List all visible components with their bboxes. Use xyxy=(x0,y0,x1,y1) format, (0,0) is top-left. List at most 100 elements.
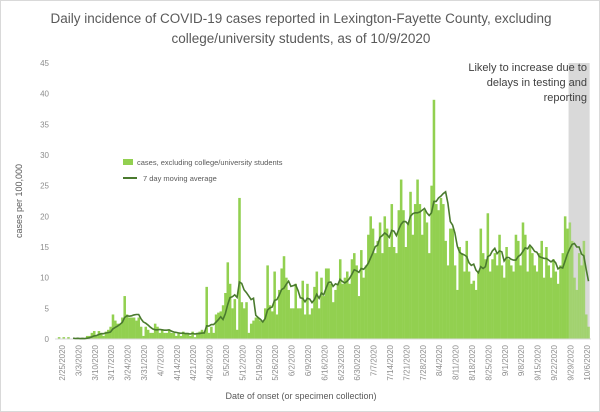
legend-label: cases, excluding college/university stud… xyxy=(137,157,283,167)
bar xyxy=(556,283,560,339)
bar xyxy=(406,222,410,339)
legend-item-moving-average: 7 day moving average xyxy=(123,170,283,186)
bar xyxy=(453,265,457,339)
bar xyxy=(306,283,309,339)
bar xyxy=(554,271,558,339)
chart-title-line-2: college/university students, as of 10/9/… xyxy=(171,31,431,46)
bar xyxy=(200,329,204,339)
bar xyxy=(329,283,333,339)
bar xyxy=(285,277,288,339)
bar xyxy=(566,228,569,339)
x-tick-label: 8/4/2020 xyxy=(435,344,444,376)
bar xyxy=(182,331,185,339)
bar xyxy=(430,185,433,339)
bar xyxy=(160,329,164,339)
bar xyxy=(479,228,483,339)
bar xyxy=(577,253,581,339)
bar xyxy=(139,326,143,339)
y-tick-label: 40 xyxy=(40,90,49,99)
bar xyxy=(125,314,129,339)
bar xyxy=(472,280,476,339)
bar xyxy=(531,253,534,339)
x-tick-label: 8/18/2020 xyxy=(468,344,477,380)
bar xyxy=(528,247,532,339)
bar xyxy=(568,222,572,339)
bar xyxy=(470,283,473,339)
bar xyxy=(205,286,208,339)
bar xyxy=(228,283,232,339)
bar xyxy=(165,332,169,339)
bar xyxy=(432,99,436,339)
bar xyxy=(186,332,190,339)
bar xyxy=(149,332,152,339)
legend: cases, excluding college/university stud… xyxy=(123,154,283,186)
bar xyxy=(533,265,536,339)
bar xyxy=(587,326,590,339)
bar xyxy=(193,337,197,339)
bar xyxy=(240,302,244,339)
bar xyxy=(491,259,494,339)
bar xyxy=(226,262,230,339)
bar xyxy=(153,323,157,339)
bar xyxy=(261,320,265,339)
x-tick-label: 6/9/2020 xyxy=(304,344,313,376)
x-tick-label: 9/22/2020 xyxy=(550,344,559,380)
y-tick-label: 25 xyxy=(40,182,49,191)
bar xyxy=(456,289,459,339)
bar xyxy=(92,331,96,339)
bar xyxy=(364,265,368,339)
x-tick-label: 4/28/2020 xyxy=(206,344,215,380)
bar xyxy=(435,204,438,339)
bar xyxy=(102,335,105,339)
bar xyxy=(575,289,579,339)
y-tick-label: 10 xyxy=(40,274,49,283)
bar xyxy=(517,240,520,339)
bar xyxy=(449,228,452,339)
bar xyxy=(360,250,363,339)
bar xyxy=(118,323,122,339)
y-tick-label: 20 xyxy=(40,212,49,221)
bar xyxy=(231,308,234,339)
y-tick-label: 5 xyxy=(45,304,50,313)
x-tick-label: 4/7/2020 xyxy=(156,344,165,376)
bar xyxy=(521,222,525,339)
bar xyxy=(397,210,401,339)
bar xyxy=(334,289,337,339)
bar xyxy=(381,253,384,339)
x-axis-label: Date of onset (or specimen collection) xyxy=(225,391,377,401)
x-tick-label: 9/15/2020 xyxy=(534,344,543,380)
x-tick-label: 7/14/2020 xyxy=(386,344,395,380)
bar xyxy=(266,265,269,339)
bar xyxy=(348,283,351,339)
bar xyxy=(547,265,551,339)
x-tick-label: 6/2/2020 xyxy=(288,344,297,376)
bar xyxy=(90,332,94,339)
x-tick-label: 3/17/2020 xyxy=(107,344,116,380)
bar xyxy=(116,323,119,339)
x-tick-label: 5/5/2020 xyxy=(222,344,231,376)
x-tick-label: 2/25/2020 xyxy=(58,344,67,380)
x-tick-label: 4/14/2020 xyxy=(173,344,182,380)
bar xyxy=(402,210,405,339)
bar xyxy=(301,280,305,339)
bar xyxy=(57,337,61,339)
bar xyxy=(481,253,485,339)
bar xyxy=(451,228,454,339)
bar xyxy=(327,268,330,339)
bar xyxy=(128,317,131,339)
bar xyxy=(296,308,300,339)
moving-average-line xyxy=(72,190,590,340)
bar xyxy=(317,308,321,339)
bar xyxy=(510,265,513,339)
bar xyxy=(559,265,562,339)
legend-swatch-line xyxy=(123,177,137,179)
bar xyxy=(425,222,429,339)
bar xyxy=(280,268,283,339)
bar xyxy=(278,289,281,339)
bar xyxy=(322,296,326,339)
bar xyxy=(214,314,218,339)
x-tick-label: 3/24/2020 xyxy=(124,344,133,380)
bar xyxy=(437,210,440,339)
x-tick-label: 4/21/2020 xyxy=(189,344,198,380)
